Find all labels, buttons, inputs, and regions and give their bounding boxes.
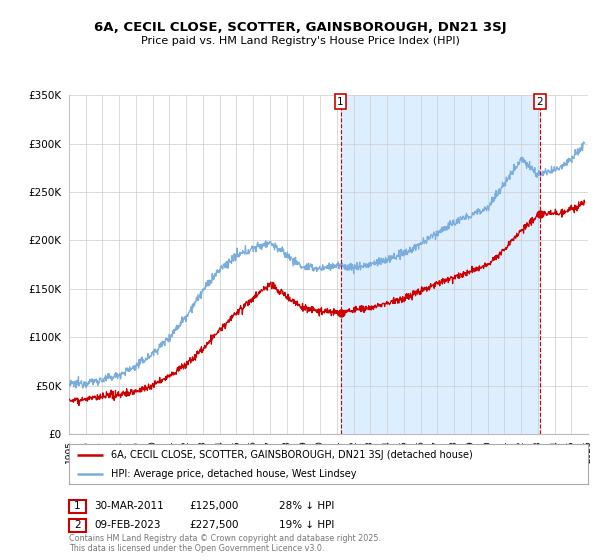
Text: 6A, CECIL CLOSE, SCOTTER, GAINSBOROUGH, DN21 3SJ: 6A, CECIL CLOSE, SCOTTER, GAINSBOROUGH, … xyxy=(94,21,506,34)
Text: Price paid vs. HM Land Registry's House Price Index (HPI): Price paid vs. HM Land Registry's House … xyxy=(140,36,460,46)
Bar xyxy=(341,95,539,434)
Text: Contains HM Land Registry data © Crown copyright and database right 2025.
This d: Contains HM Land Registry data © Crown c… xyxy=(69,534,381,553)
Text: £227,500: £227,500 xyxy=(189,520,239,530)
Text: 28% ↓ HPI: 28% ↓ HPI xyxy=(279,501,334,511)
Text: 19% ↓ HPI: 19% ↓ HPI xyxy=(279,520,334,530)
Text: 30-MAR-2011: 30-MAR-2011 xyxy=(94,501,164,511)
Text: £125,000: £125,000 xyxy=(189,501,238,511)
Text: 09-FEB-2023: 09-FEB-2023 xyxy=(94,520,161,530)
Text: 6A, CECIL CLOSE, SCOTTER, GAINSBOROUGH, DN21 3SJ (detached house): 6A, CECIL CLOSE, SCOTTER, GAINSBOROUGH, … xyxy=(110,450,472,460)
Text: 2: 2 xyxy=(536,97,543,107)
Text: 1: 1 xyxy=(337,97,344,107)
Text: 1: 1 xyxy=(74,501,81,511)
Text: 2: 2 xyxy=(74,520,81,530)
Text: HPI: Average price, detached house, West Lindsey: HPI: Average price, detached house, West… xyxy=(110,469,356,479)
